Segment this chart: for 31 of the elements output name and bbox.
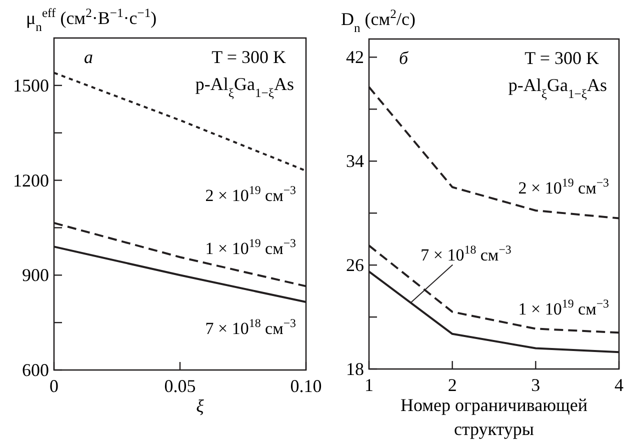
x-axis-title: ξ [196,396,204,416]
x-tick-label: 0.10 [290,376,322,396]
series-label: 1 × 10$^{19}$ см$^{−3}$ [518,296,610,319]
y-tick-label: 26 [346,255,364,276]
y-tick-label: 600 [22,360,49,380]
annotation: T = 300 K [212,47,286,67]
y-axis-title: D$_{n}$ (см$^{2}$/с) [341,7,416,35]
x-tick-label: 1 [364,375,374,395]
x-tick-label: 2 [448,375,457,395]
y-tick-label: 18 [346,359,364,379]
y-tick-label: 1200 [13,170,49,190]
annotation: p-Al$_{ξ}$Ga$_{1−ξ}$As [195,74,294,100]
y-tick-label: 1500 [13,75,49,96]
series-label: 1 × 10$^{19}$ см$^{−3}$ [205,236,296,258]
x-tick-label: 0 [50,376,58,396]
annotation: б [399,48,409,68]
annotation: p-Al$_{ξ}$Ga$_{1−ξ}$As [508,75,607,101]
series-label: 2 × 10$^{19}$ см$^{−3}$ [205,182,296,205]
text: 7 × 10$^{18}$ см$^{−3}$ [420,242,512,265]
series-label: 7 × 10$^{18}$ см$^{−3}$ [205,316,296,338]
x-tick-label: 3 [531,375,540,395]
y-tick-label: 900 [22,265,49,286]
text: μ$_{n}$$^{eff}$ (см$^{2}$·В$^{−1}$·с$^{−1}$) [26,6,157,34]
series-label: 2 × 10$^{19}$ см$^{−3}$ [518,175,610,198]
y-tick-label: 42 [346,47,364,68]
x-tick-label: 0.05 [164,376,196,396]
annotation: а [84,47,93,67]
annotation: T = 300 K [524,48,599,68]
y-tick-label: 34 [346,151,364,172]
x-axis-title: Номер ограничивающей структуры [400,395,588,439]
x-tick-label: 4 [614,375,624,395]
